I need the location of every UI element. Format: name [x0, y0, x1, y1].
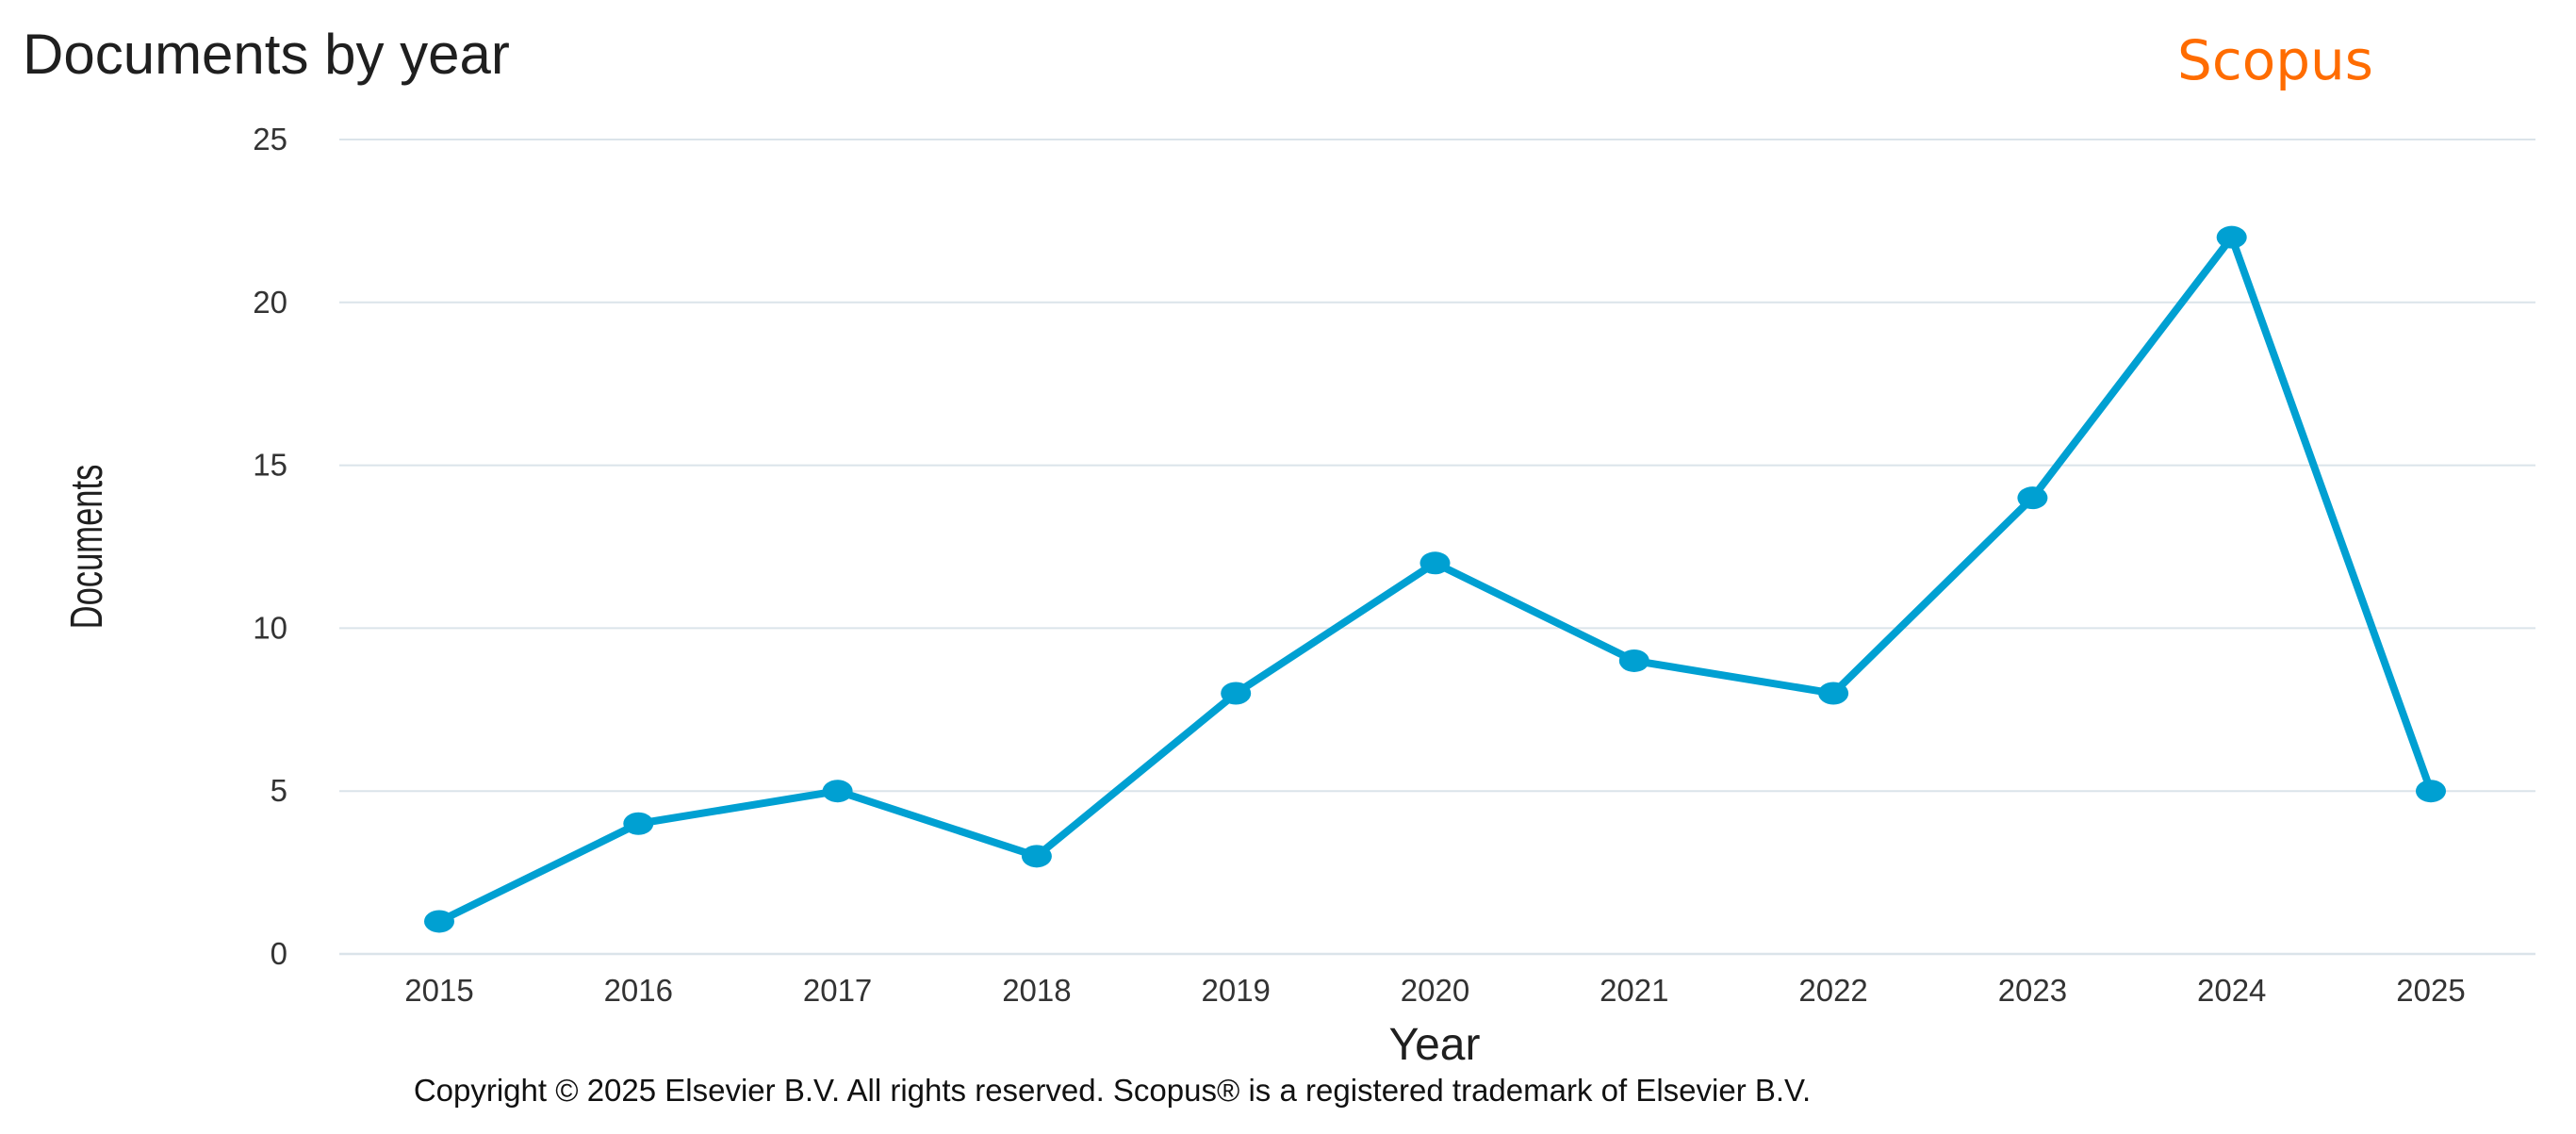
x-tick-label: 2015 [404, 973, 473, 1008]
copyright-notice: Copyright © 2025 Elsevier B.V. All right… [414, 1073, 1811, 1108]
data-point[interactable] [1618, 649, 1649, 672]
x-tick-label: 2018 [1002, 973, 1071, 1008]
data-point[interactable] [1221, 682, 1252, 705]
x-tick-label: 2022 [1798, 973, 1867, 1008]
data-point[interactable] [1419, 551, 1451, 575]
y-tick-label: 5 [271, 773, 287, 808]
series-layer [424, 225, 2446, 933]
x-tick-label: 2020 [1401, 973, 1469, 1008]
x-axis-label: Year [1389, 1020, 1481, 1070]
y-tick-label: 20 [253, 285, 287, 320]
x-tick-label: 2025 [2396, 973, 2465, 1008]
x-tick-label: 2021 [1600, 973, 1668, 1008]
y-tick-label: 0 [271, 936, 287, 971]
data-point[interactable] [2017, 486, 2048, 510]
x-tick-label: 2024 [2197, 973, 2266, 1008]
x-tick-label: 2019 [1201, 973, 1270, 1008]
data-point[interactable] [1021, 845, 1052, 868]
chart-title: Documents by year [23, 23, 510, 86]
x-tick-label: 2023 [1998, 973, 2067, 1008]
x-tick-label: 2016 [604, 973, 673, 1008]
y-axis-label: Documents [60, 465, 111, 630]
y-tick-label: 25 [253, 122, 287, 156]
x-tick-label: 2017 [803, 973, 872, 1008]
y-tick-label: 10 [253, 610, 287, 645]
gridlines [339, 139, 2535, 956]
data-point[interactable] [424, 910, 454, 933]
data-point[interactable] [1818, 682, 1849, 705]
y-tick-label: 15 [253, 448, 287, 483]
series-line [435, 233, 2435, 926]
x-axis-ticks: 2015 2016 2017 2018 2019 2020 2021 2022 2023 2024… [404, 973, 2465, 1008]
data-point[interactable] [822, 780, 853, 803]
data-point[interactable] [623, 812, 654, 835]
scopus-logo: Scopus [2177, 28, 2373, 92]
y-axis-ticks: 0 5 10 15 20 25 [253, 122, 287, 971]
data-point[interactable] [2416, 780, 2446, 803]
data-point[interactable] [2216, 225, 2247, 249]
